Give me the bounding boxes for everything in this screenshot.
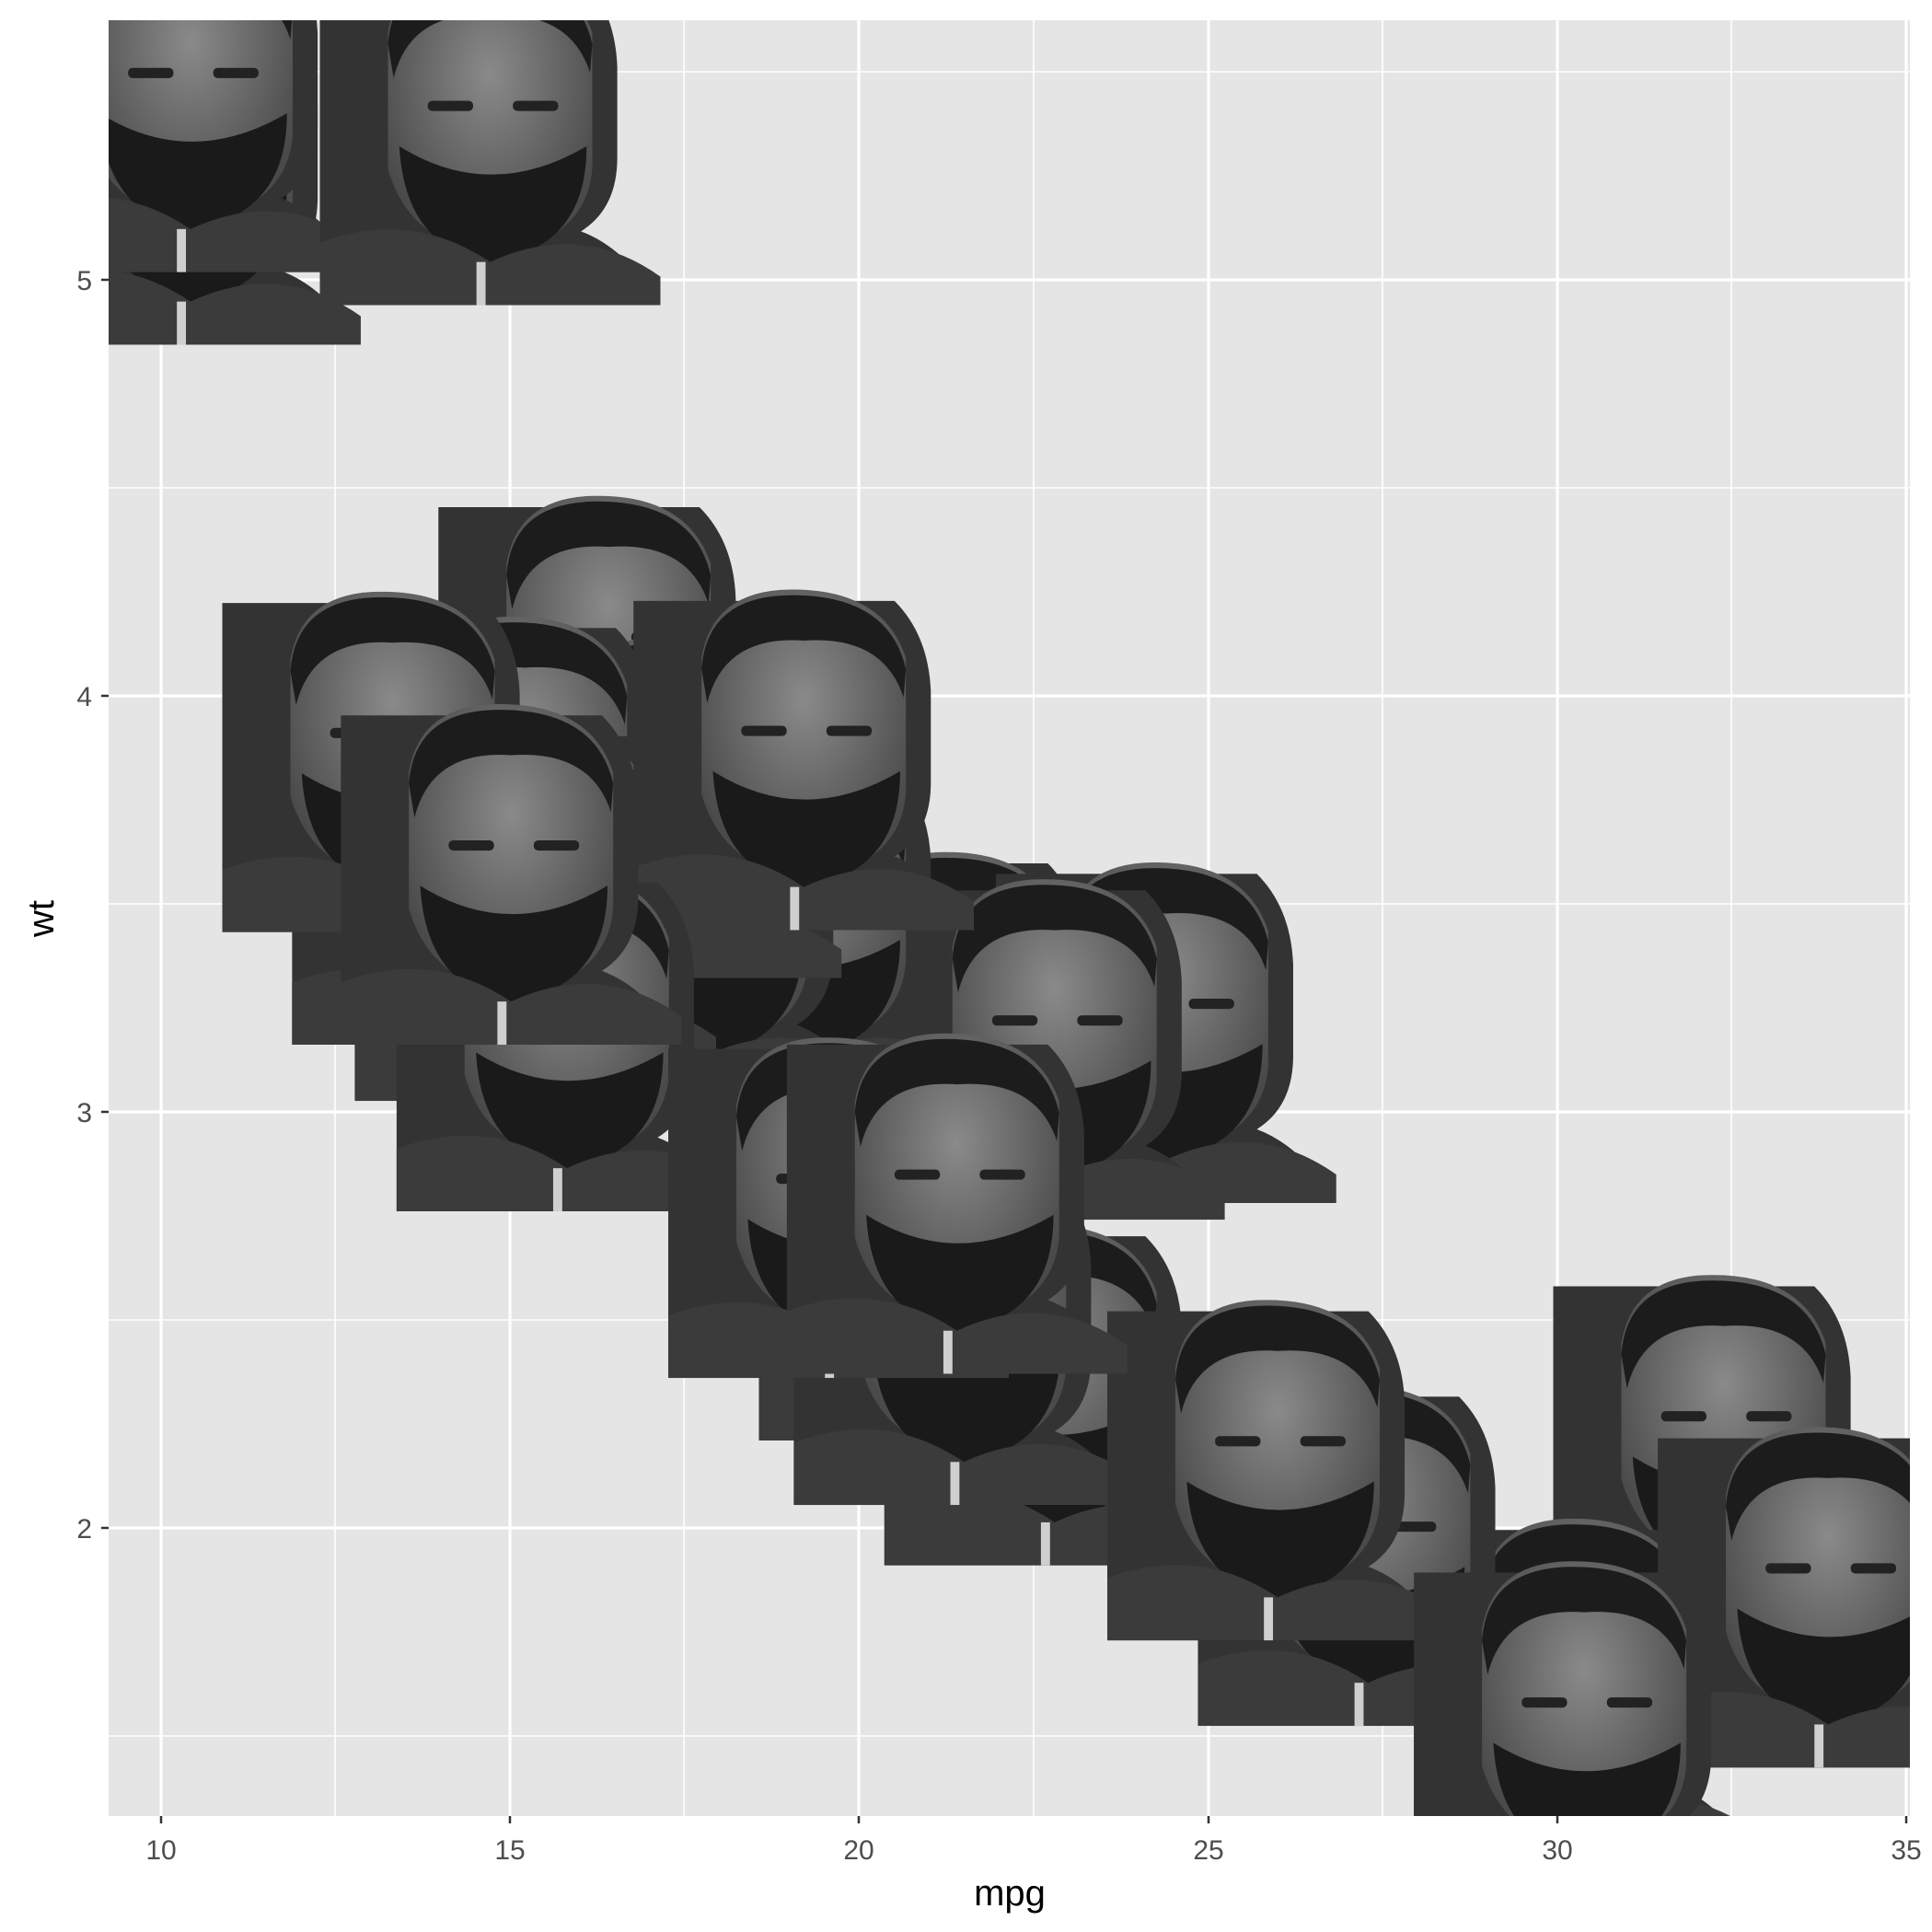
x-tick-label: 25 (1193, 1835, 1223, 1866)
y-tick-label: 5 (76, 266, 92, 296)
x-tick-label: 20 (843, 1835, 873, 1866)
x-tick-label: 30 (1542, 1835, 1572, 1866)
data-point-face (319, 20, 661, 306)
y-axis: 2 3 4 5 (76, 266, 109, 1544)
x-tick-label: 10 (145, 1835, 176, 1866)
y-tick-label: 3 (76, 1098, 92, 1128)
y-tick-label: 2 (76, 1514, 92, 1544)
y-axis-title: wt (21, 900, 62, 938)
x-axis: 10 15 20 25 30 35 (145, 1816, 1922, 1866)
x-axis-title: mpg (974, 1873, 1046, 1914)
x-tick-label: 15 (494, 1835, 525, 1866)
y-tick-label: 4 (76, 682, 92, 712)
data-point-face (109, 20, 361, 272)
x-tick-label: 35 (1891, 1835, 1921, 1866)
